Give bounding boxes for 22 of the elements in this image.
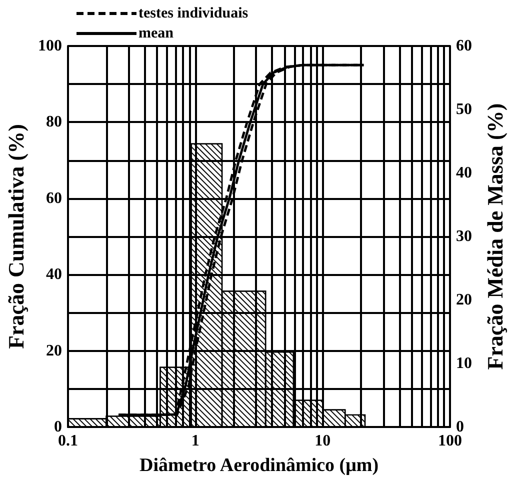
y-tick-label: 20 — [46, 342, 62, 360]
x-tick-label: 100 — [438, 432, 462, 450]
y-tick-label: 0 — [54, 418, 62, 436]
legend-label: mean — [138, 26, 174, 42]
x-tick-label: 0.1 — [58, 432, 78, 450]
y2-tick-label: 0 — [456, 418, 464, 436]
legend-label: testes individuais — [138, 6, 248, 22]
x-axis-title: Diâmetro Aerodinâmico (μm) — [139, 455, 379, 476]
y-tick-label: 40 — [46, 266, 62, 284]
y2-tick-label: 10 — [456, 355, 472, 372]
y-tick-label: 60 — [46, 190, 62, 207]
y2-tick-label: 20 — [456, 292, 472, 308]
x-tick-label: 1 — [191, 432, 200, 450]
y-tick-label: 100 — [38, 38, 62, 54]
y2-tick-label: 50 — [456, 101, 472, 118]
y-axis-title: Fração Cumulativa (%) — [4, 124, 29, 349]
y2-tick-label: 60 — [456, 38, 472, 54]
y2-tick-label: 30 — [456, 228, 472, 245]
y-tick-label: 80 — [46, 114, 62, 131]
y2-axis-title: Fração Média de Massa (%) — [482, 103, 508, 370]
y2-tick-label: 40 — [456, 164, 472, 182]
x-tick-label: 10 — [314, 432, 331, 450]
